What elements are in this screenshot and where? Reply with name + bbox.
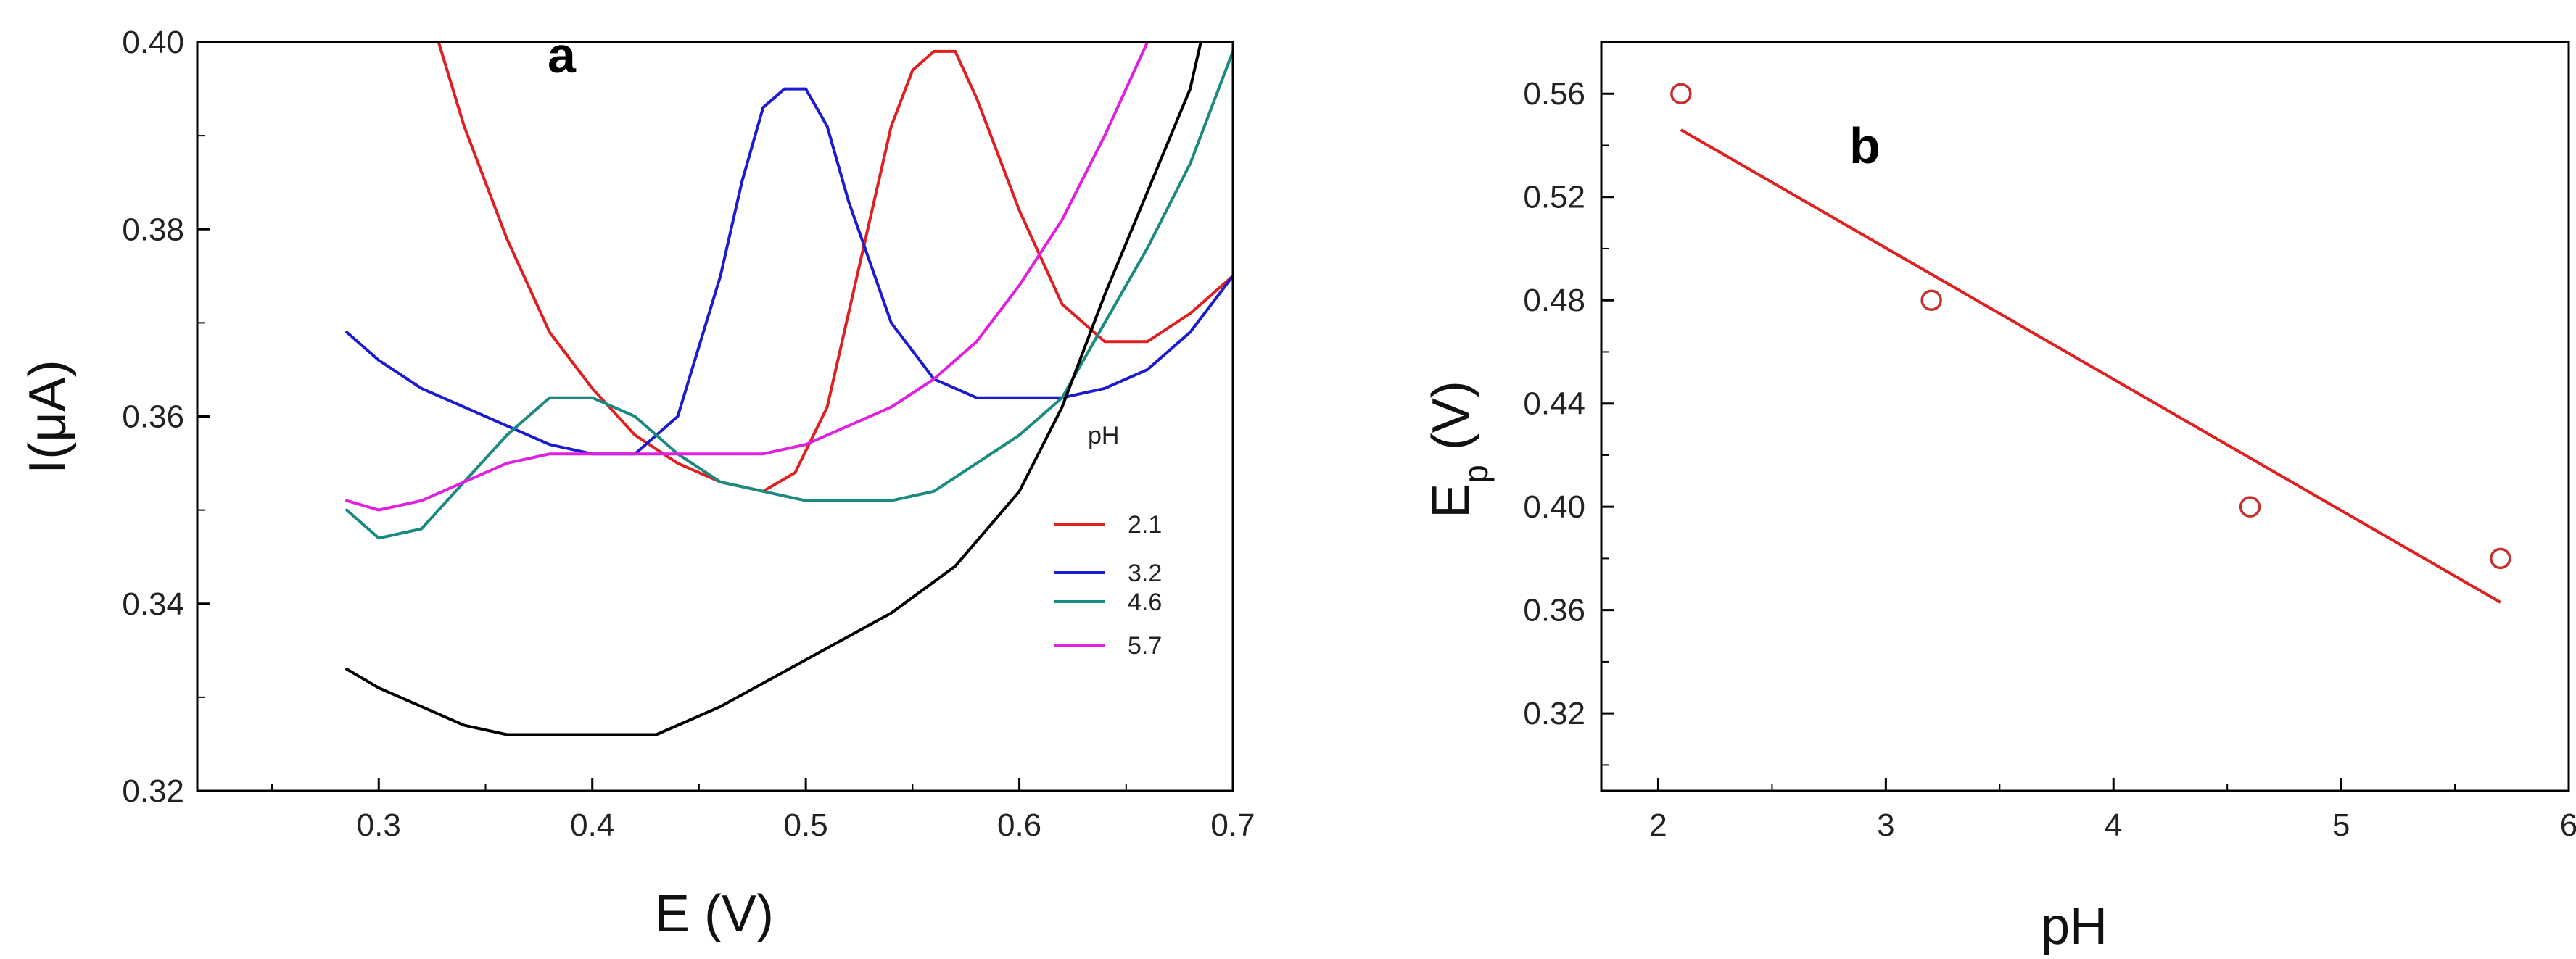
y-tick-label: 0.36 bbox=[122, 399, 184, 435]
legend-item-4-6: 4.6 bbox=[1054, 589, 1162, 616]
y-tick-label: 0.52 bbox=[1523, 180, 1585, 215]
data-point bbox=[2239, 496, 2261, 518]
panel-b-frame bbox=[1600, 41, 2570, 792]
series-line-2-1 bbox=[437, 41, 1234, 493]
legend-label-2-1: 2.1 bbox=[1128, 511, 1162, 539]
x-tick-label: 6 bbox=[2560, 808, 2576, 843]
y-tick-label: 0.34 bbox=[122, 586, 184, 622]
panel-a-plot-area bbox=[345, 41, 1234, 736]
y-tick-label: 0.38 bbox=[122, 212, 184, 247]
panel-a-ticks: 0.3 0.4 0.5 0.6 0.7 0.32 0.34 0.36 0.38 0.40 bbox=[122, 25, 1255, 843]
legend: pH 2.1 3.2 4.6 5.7 bbox=[1054, 422, 1162, 660]
legend-label-4-6: 4.6 bbox=[1128, 589, 1162, 616]
x-tick-label: 0.5 bbox=[784, 808, 828, 843]
series-line-5-7 bbox=[345, 41, 1149, 512]
y-tick-label: 0.36 bbox=[1523, 593, 1585, 628]
y-tick-label: 0.32 bbox=[122, 773, 184, 809]
data-point bbox=[2490, 547, 2511, 570]
panel-b-ylabel-sub: p bbox=[1457, 465, 1495, 483]
legend-item-2-1: 2.1 bbox=[1054, 511, 1162, 539]
panel-b-plot-area bbox=[1670, 83, 2511, 604]
x-tick-label: 0.3 bbox=[357, 808, 401, 843]
panel-b-xlabel: pH bbox=[2041, 897, 2108, 955]
panel-b-letter: b bbox=[1849, 117, 1881, 174]
y-tick-label: 0.40 bbox=[1523, 489, 1585, 525]
y-tick-label: 0.56 bbox=[1523, 76, 1585, 112]
x-tick-label: 0.6 bbox=[997, 808, 1041, 843]
panel-b-ylabel: Ep (V) bbox=[1422, 381, 1495, 518]
fit-line bbox=[1680, 128, 2501, 604]
series-line-4-6 bbox=[345, 49, 1234, 540]
legend-label-5-7: 5.7 bbox=[1128, 632, 1162, 660]
x-tick-label: 0.7 bbox=[1210, 808, 1255, 843]
series-line-black bbox=[345, 41, 1202, 736]
legend-label-3-2: 3.2 bbox=[1128, 560, 1162, 587]
panel-a-letter: a bbox=[548, 27, 577, 83]
panel-b-ylabel-main: E bbox=[1422, 483, 1480, 518]
y-tick-label: 0.40 bbox=[122, 25, 184, 60]
legend-title: pH bbox=[1088, 422, 1119, 449]
legend-item-5-7: 5.7 bbox=[1054, 632, 1162, 660]
y-tick-label: 0.44 bbox=[1523, 386, 1585, 422]
legend-item-3-2: 3.2 bbox=[1054, 560, 1162, 587]
data-point bbox=[1670, 83, 1692, 104]
x-tick-label: 2 bbox=[1649, 808, 1667, 843]
data-point bbox=[1920, 289, 1942, 311]
panel-a: 0.3 0.4 0.5 0.6 0.7 0.32 0.34 0.36 0.38 0.40 a E … bbox=[19, 25, 1255, 943]
panel-b: 2 3 4 5 6 0.32 0.36 0.40 0.44 0.48 0.52 0.56 b pH E… bbox=[1422, 41, 2576, 955]
x-tick-label: 3 bbox=[1877, 808, 1894, 843]
x-tick-label: 5 bbox=[2332, 808, 2350, 843]
panel-b-ticks: 2 3 4 5 6 0.32 0.36 0.40 0.44 0.48 0.52 0.56 bbox=[1523, 41, 2576, 843]
x-tick-label: 0.4 bbox=[570, 808, 614, 843]
y-tick-label: 0.32 bbox=[1523, 696, 1585, 731]
panel-a-xlabel: E (V) bbox=[655, 885, 774, 943]
x-tick-label: 4 bbox=[2105, 808, 2122, 843]
panel-a-ylabel: I(μA) bbox=[19, 360, 77, 473]
y-tick-label: 0.48 bbox=[1523, 283, 1585, 318]
panel-b-ylabel-unit: (V) bbox=[1422, 381, 1480, 465]
